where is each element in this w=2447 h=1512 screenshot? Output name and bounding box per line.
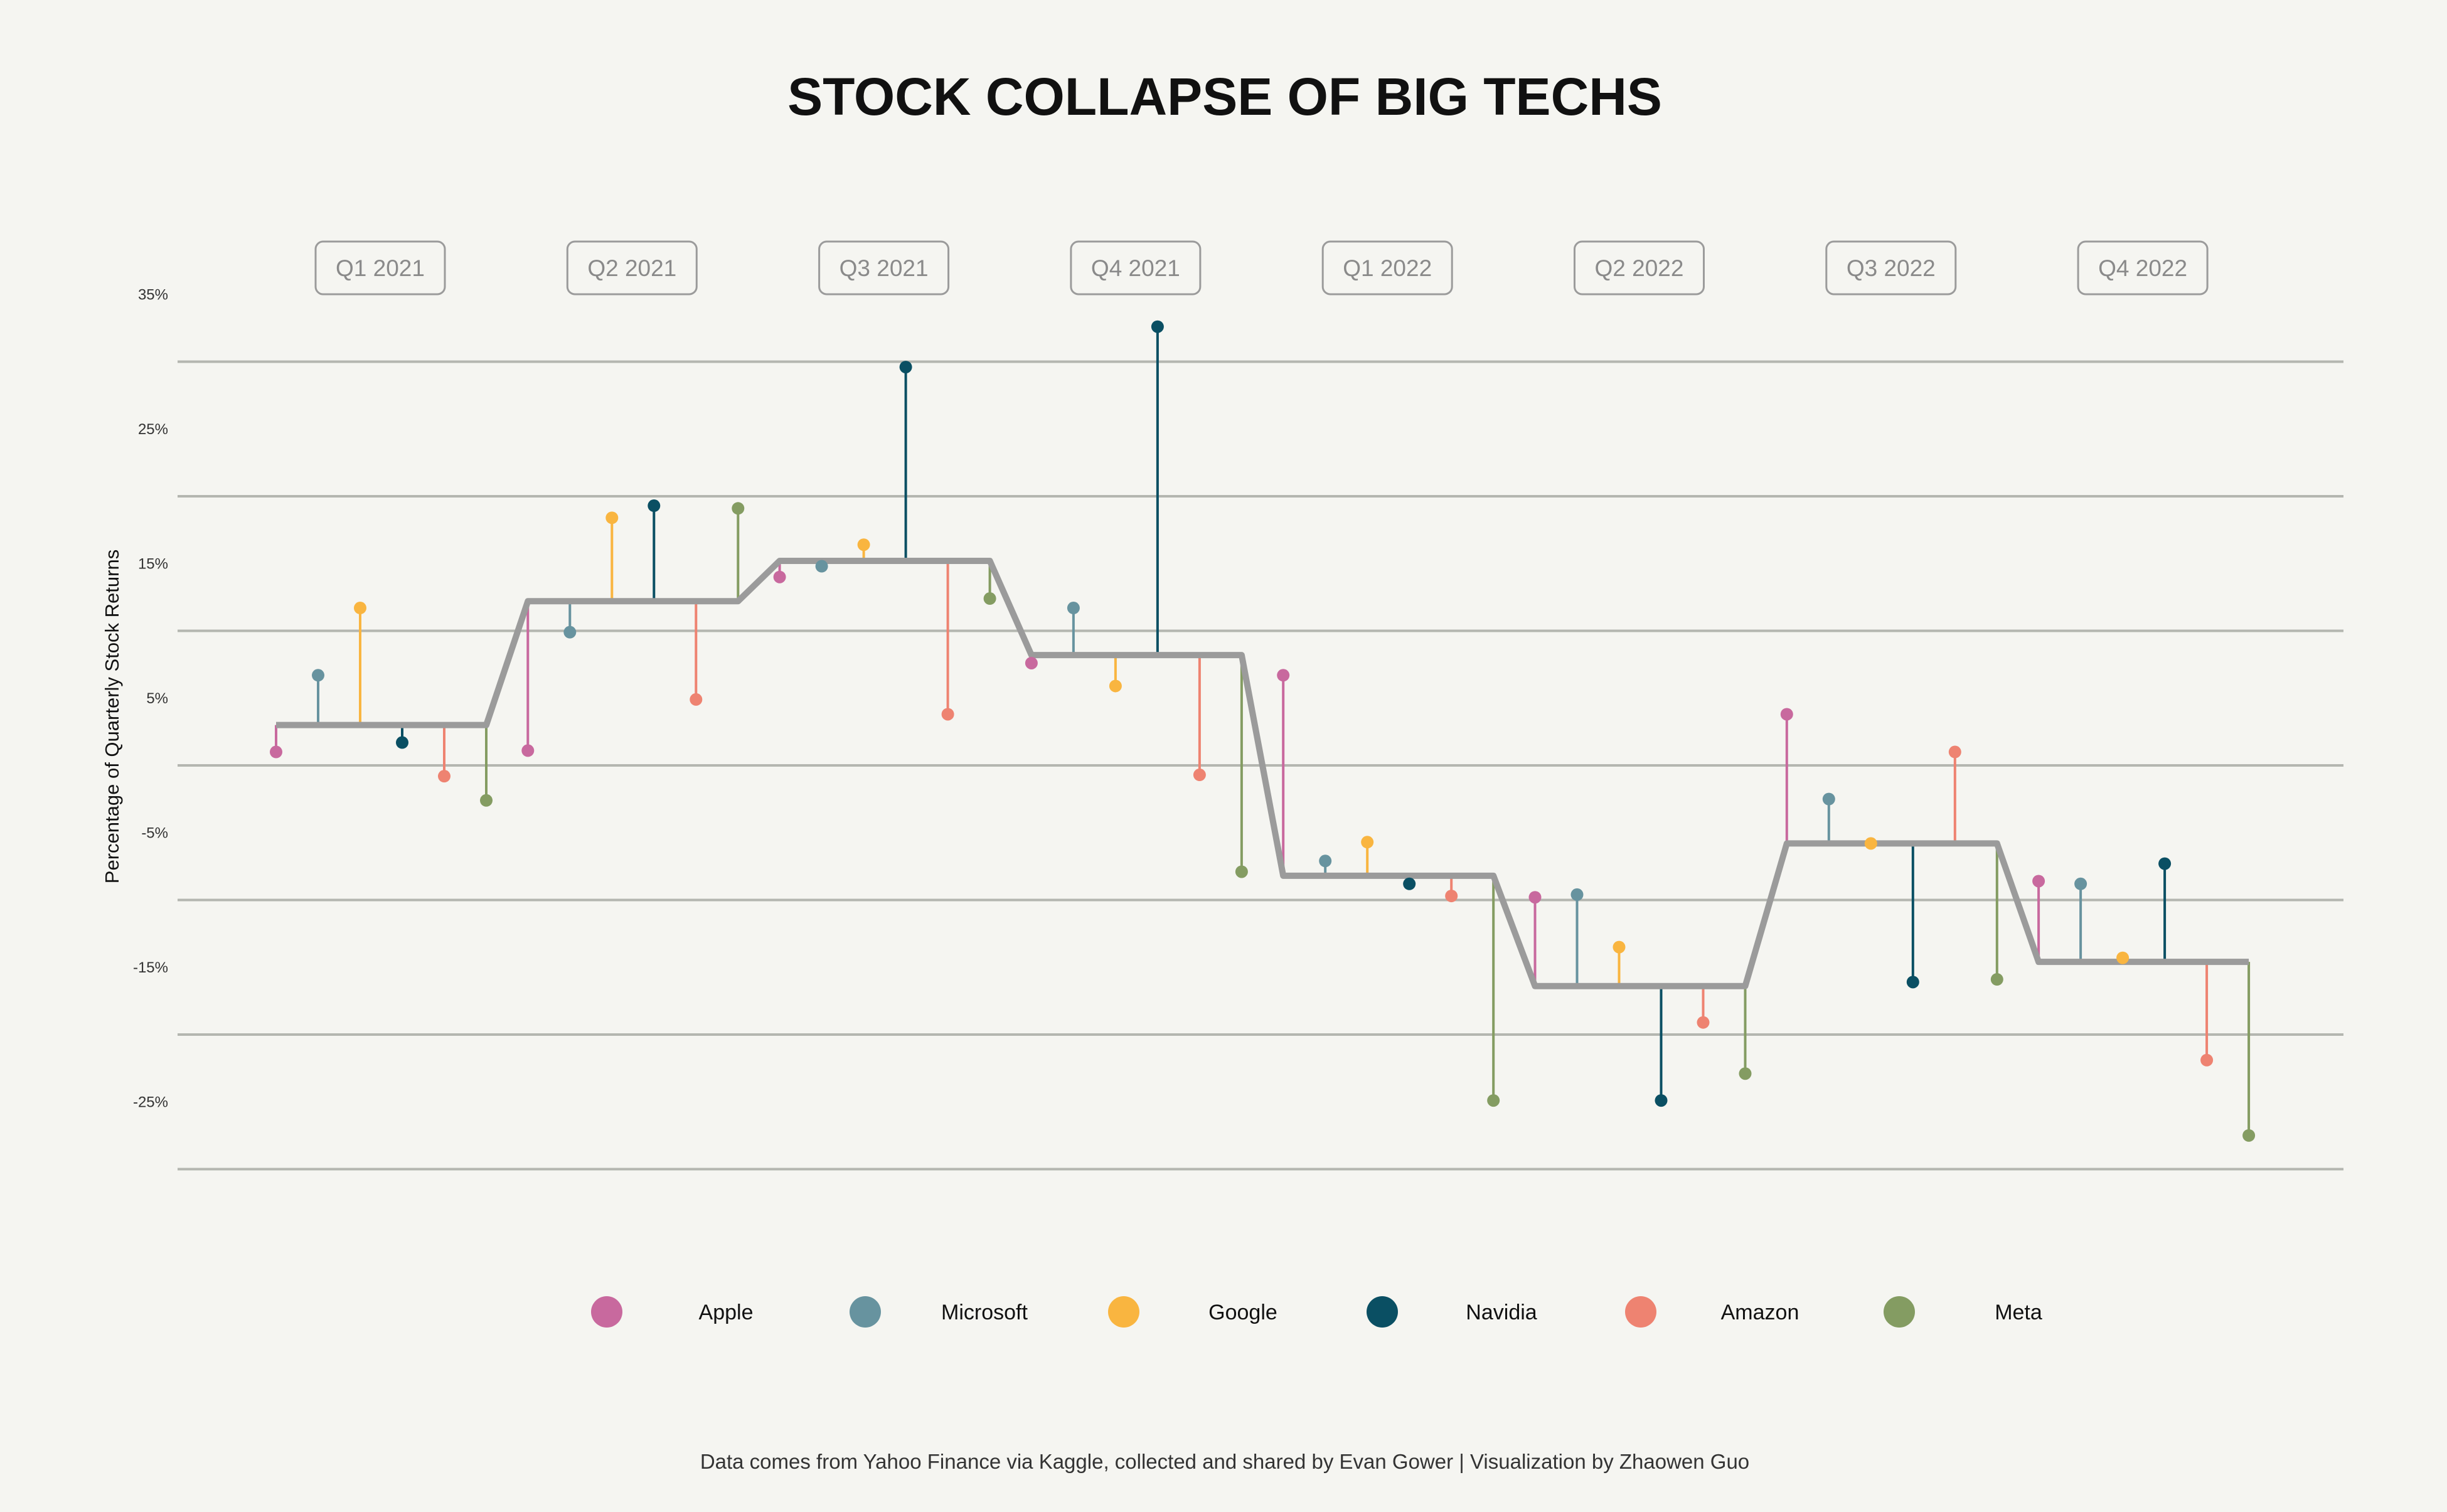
data-point: [1445, 890, 1458, 903]
data-point: [2200, 1053, 2214, 1067]
quarter-label-box: [314, 240, 446, 295]
data-point: [1822, 792, 1835, 806]
legend-swatch: [1108, 1296, 1139, 1328]
data-point: [396, 736, 408, 749]
data-point: [1655, 1094, 1668, 1107]
data-point: [354, 602, 366, 615]
data-point: [815, 560, 828, 573]
data-point: [1025, 656, 1038, 669]
quarter-label: Q2 2022: [1595, 255, 1684, 281]
data-point: [773, 570, 786, 583]
legend-label: Meta: [1995, 1301, 2042, 1324]
data-point: [605, 511, 619, 524]
data-point: [2242, 1129, 2256, 1142]
quarter-label-box: [1574, 240, 1705, 295]
y-tick-label: -15%: [133, 959, 168, 976]
legend-label: Amazon: [1721, 1301, 1799, 1324]
quarter-label-box: [2077, 240, 2209, 295]
legend-label: Google: [1208, 1301, 1277, 1324]
data-point: [521, 744, 535, 757]
data-point: [480, 794, 493, 807]
source-caption: Data comes from Yahoo Finance via Kaggle…: [700, 1450, 1749, 1473]
data-point: [1528, 891, 1542, 904]
data-point: [941, 708, 954, 721]
data-point: [983, 592, 996, 605]
data-point: [1403, 877, 1416, 890]
quarter-label: Q3 2022: [1847, 255, 1936, 281]
legend-swatch: [1625, 1296, 1656, 1328]
data-point: [1151, 320, 1164, 333]
data-point: [857, 538, 870, 551]
y-tick-label: -25%: [133, 1094, 168, 1110]
legend-swatch: [1884, 1296, 1915, 1328]
data-point: [438, 770, 450, 783]
data-point: [690, 693, 703, 706]
data-point: [1487, 1094, 1500, 1107]
quarter-label: Q1 2022: [1343, 255, 1432, 281]
data-point: [2074, 877, 2087, 890]
data-point: [1739, 1067, 1752, 1080]
y-axis-ticks: 35% 25% 15% 5% -5% -15% -25%: [133, 286, 168, 1110]
data-point: [1277, 669, 1290, 682]
y-axis-label: Percentage of Quarterly Stock Returns: [101, 550, 123, 883]
quarter-label: Q4 2022: [2098, 255, 2187, 281]
legend-swatch: [1367, 1296, 1398, 1328]
data-point: [1906, 976, 1919, 989]
data-point: [1235, 865, 1248, 878]
y-tick-label: -5%: [141, 824, 168, 841]
quarterly-average-line: [276, 557, 2249, 989]
data-point: [1570, 888, 1584, 901]
data-point: [1990, 973, 2003, 986]
legend-label: Apple: [699, 1301, 754, 1324]
data-point: [270, 745, 282, 759]
quarter-labels: Q1 2021 Q2 2021 Q3 2021 Q4 2021 Q1 2022 Q2 20…: [314, 240, 2209, 295]
lollipop-dots: [270, 320, 2256, 1142]
y-tick-label: 25%: [138, 421, 168, 438]
quarter-label: Q2 2021: [587, 255, 676, 281]
quarter-label-box: [1321, 240, 1453, 295]
data-point: [1193, 769, 1206, 782]
data-point: [1109, 679, 1122, 693]
y-tick-label: 15%: [138, 555, 168, 572]
y-tick-label: 35%: [138, 286, 168, 303]
legend-label: Navidia: [1466, 1301, 1537, 1324]
quarter-label-box: [1825, 240, 1957, 295]
data-point: [312, 669, 324, 682]
quarter-label-box: [1070, 240, 1202, 295]
legend: Apple Microsoft Google Navidia Amazon Meta: [591, 1296, 2042, 1328]
quarter-label: Q4 2021: [1091, 255, 1180, 281]
legend-swatch: [850, 1296, 881, 1328]
data-point: [732, 502, 745, 515]
data-point: [1613, 940, 1626, 954]
data-point: [1864, 837, 1877, 850]
legend-label: Microsoft: [941, 1301, 1028, 1324]
data-point: [1780, 708, 1793, 721]
data-point: [2158, 857, 2172, 870]
data-point: [1697, 1016, 1710, 1029]
data-point: [563, 626, 577, 639]
quarter-label: Q1 2021: [336, 255, 425, 281]
y-tick-label: 5%: [146, 690, 168, 707]
quarter-label-box: [818, 240, 950, 295]
data-point: [899, 361, 912, 374]
gridlines: [178, 360, 2343, 1171]
quarter-label-box: [566, 240, 698, 295]
data-point: [2032, 875, 2045, 888]
quarter-label: Q3 2021: [840, 255, 929, 281]
chart-title: STOCK COLLAPSE OF BIG TECHS: [787, 67, 1662, 126]
data-point: [1067, 602, 1080, 615]
legend-swatch: [591, 1296, 622, 1328]
data-point: [1319, 854, 1332, 868]
data-point: [2116, 951, 2130, 964]
data-point: [648, 499, 661, 513]
data-point: [1361, 836, 1374, 849]
data-point: [1948, 745, 1961, 759]
